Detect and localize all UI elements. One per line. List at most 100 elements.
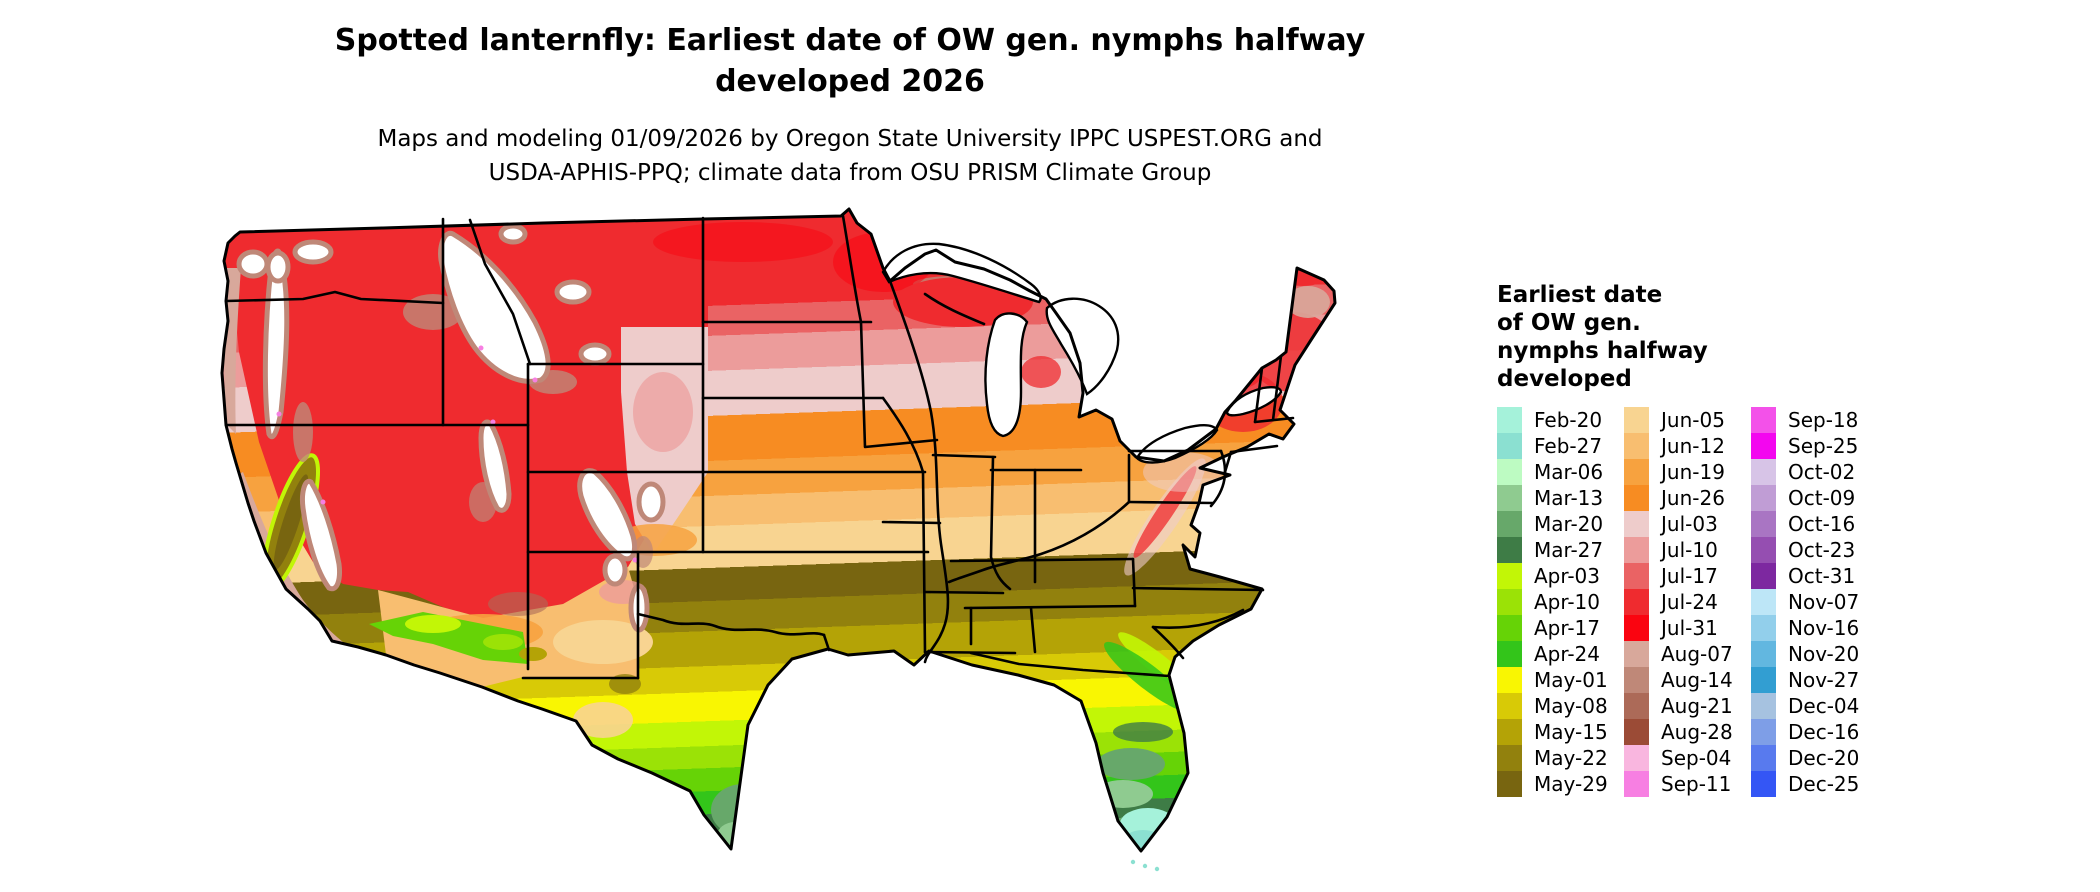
legend-item: Dec-16 — [1751, 719, 1878, 745]
legend-swatch — [1497, 485, 1522, 511]
legend-item: Jul-24 — [1624, 589, 1751, 615]
legend-item: Apr-17 — [1497, 615, 1624, 641]
legend-swatch — [1624, 537, 1649, 563]
legend-label: Aug-28 — [1661, 720, 1733, 744]
legend-item: Sep-04 — [1624, 745, 1751, 771]
legend-label: Feb-20 — [1534, 408, 1603, 432]
legend-swatch — [1751, 589, 1776, 615]
legend-item: Oct-02 — [1751, 459, 1878, 485]
legend-swatch — [1624, 693, 1649, 719]
legend-item: Feb-27 — [1497, 433, 1624, 459]
legend-swatch — [1497, 719, 1522, 745]
legend-swatch — [1624, 615, 1649, 641]
legend-label: Jul-03 — [1661, 512, 1718, 536]
state-borders — [224, 214, 1295, 680]
legend-item: Apr-24 — [1497, 641, 1624, 667]
legend-swatch — [1497, 771, 1522, 797]
legend-label: Jul-17 — [1661, 564, 1718, 588]
legend-label: Feb-27 — [1534, 434, 1603, 458]
legend-column-1: Feb-20 Feb-27 Mar-06 Mar-13 Mar-20 Mar-27 Apr-… — [1497, 407, 1624, 797]
legend-item: Apr-03 — [1497, 563, 1624, 589]
legend-label: May-22 — [1534, 746, 1608, 770]
legend-swatch — [1497, 615, 1522, 641]
legend-item: Jul-10 — [1624, 537, 1751, 563]
legend-swatch — [1751, 459, 1776, 485]
map-subtitle: Maps and modeling 01/09/2026 by Oregon S… — [140, 122, 1560, 190]
legend-swatch — [1497, 433, 1522, 459]
legend-label: Oct-31 — [1788, 564, 1856, 588]
legend-swatch — [1624, 511, 1649, 537]
legend-swatch — [1497, 407, 1522, 433]
legend-label: Mar-20 — [1534, 512, 1604, 536]
legend-column-2: Jun-05 Jun-12 Jun-19 Jun-26 Jul-03 Jul-10 Jul-… — [1624, 407, 1751, 797]
legend-label: Oct-23 — [1788, 538, 1856, 562]
legend-item: Nov-07 — [1751, 589, 1878, 615]
legend-label: Mar-06 — [1534, 460, 1604, 484]
legend-swatch — [1751, 615, 1776, 641]
legend-label: Nov-16 — [1788, 616, 1860, 640]
legend-swatch — [1624, 407, 1649, 433]
legend-label: Mar-13 — [1534, 486, 1604, 510]
legend-swatch — [1497, 667, 1522, 693]
legend-swatch — [1751, 771, 1776, 797]
legend-label: Mar-27 — [1534, 538, 1604, 562]
legend-swatch — [1497, 459, 1522, 485]
legend-swatch — [1624, 459, 1649, 485]
lake-huron — [1045, 297, 1120, 396]
legend-label: Dec-25 — [1788, 772, 1860, 796]
legend-swatch — [1751, 433, 1776, 459]
legend-item: Aug-14 — [1624, 667, 1751, 693]
legend-item: Sep-11 — [1624, 771, 1751, 797]
legend-item: May-08 — [1497, 693, 1624, 719]
legend-item: Jul-17 — [1624, 563, 1751, 589]
legend-label: Sep-11 — [1661, 772, 1732, 796]
map-subtitle-line1: Maps and modeling 01/09/2026 by Oregon S… — [377, 126, 1323, 152]
legend-item: Sep-18 — [1751, 407, 1878, 433]
legend-swatch — [1497, 693, 1522, 719]
legend-label: Jul-10 — [1661, 538, 1718, 562]
legend-swatch — [1497, 589, 1522, 615]
legend-label: Nov-27 — [1788, 668, 1860, 692]
legend-label: Jun-05 — [1661, 408, 1725, 432]
legend-label: May-15 — [1534, 720, 1608, 744]
legend-swatch — [1624, 719, 1649, 745]
legend-item: May-15 — [1497, 719, 1624, 745]
us-phenology-map — [183, 172, 1463, 887]
legend-item: Mar-13 — [1497, 485, 1624, 511]
legend-label: May-29 — [1534, 772, 1608, 796]
legend-item: Apr-10 — [1497, 589, 1624, 615]
us-map-canvas — [220, 207, 1337, 872]
legend-label: Aug-07 — [1661, 642, 1733, 666]
legend-column-3: Sep-18 Sep-25 Oct-02 Oct-09 Oct-16 Oct-23 Oct-… — [1751, 407, 1878, 797]
legend-swatch — [1624, 667, 1649, 693]
legend-swatch — [1497, 641, 1522, 667]
legend-swatch — [1624, 563, 1649, 589]
legend-label: Apr-03 — [1534, 564, 1600, 588]
legend-swatch — [1751, 641, 1776, 667]
legend-item: Nov-27 — [1751, 667, 1878, 693]
magenta-specks — [276, 345, 638, 563]
legend-label: Jun-12 — [1661, 434, 1725, 458]
legend-title: Earliest date of OW gen. nymphs halfway … — [1497, 282, 1708, 392]
legend-item: Sep-25 — [1751, 433, 1878, 459]
legend-columns: Feb-20 Feb-27 Mar-06 Mar-13 Mar-20 Mar-27 Apr-… — [1497, 407, 1917, 797]
legend-item: Jun-26 — [1624, 485, 1751, 511]
legend-label: Sep-25 — [1788, 434, 1859, 458]
legend-item: Jul-03 — [1624, 511, 1751, 537]
legend-label: Jul-24 — [1661, 590, 1718, 614]
legend-item: Jun-05 — [1624, 407, 1751, 433]
legend-swatch — [1751, 511, 1776, 537]
us-outline — [220, 207, 1337, 853]
legend-item: Mar-27 — [1497, 537, 1624, 563]
legend-item: Oct-09 — [1751, 485, 1878, 511]
legend-label: Nov-07 — [1788, 590, 1860, 614]
legend-label: Apr-24 — [1534, 642, 1600, 666]
legend-label: Sep-18 — [1788, 408, 1859, 432]
legend-swatch — [1751, 485, 1776, 511]
legend-label: Dec-20 — [1788, 746, 1860, 770]
lake-superior — [881, 242, 1042, 304]
florida-keys — [1130, 859, 1160, 872]
legend-swatch — [1751, 719, 1776, 745]
lake-ontario — [1225, 386, 1283, 417]
legend-item: Mar-06 — [1497, 459, 1624, 485]
